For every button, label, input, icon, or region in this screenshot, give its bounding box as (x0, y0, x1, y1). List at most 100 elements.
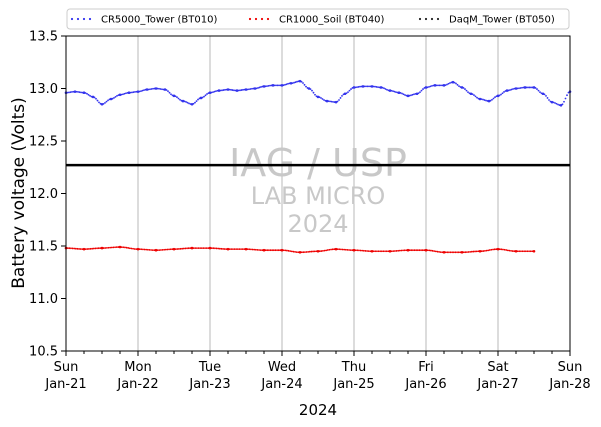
legend-marker (424, 17, 428, 21)
series-layer (64, 79, 572, 254)
trace-dot (194, 247, 197, 250)
trace-dot (464, 88, 466, 90)
trace-dot (385, 250, 388, 253)
trace-dot (374, 85, 376, 88)
trace-dot (79, 248, 82, 250)
data-point (532, 86, 536, 89)
trace-dot (78, 248, 80, 250)
trace-dot (446, 83, 448, 86)
trace-dot (187, 247, 190, 250)
data-point (190, 246, 194, 250)
trace-dot (452, 251, 455, 254)
trace-dot (256, 248, 259, 251)
trace-dot (428, 86, 430, 88)
trace-dot (366, 250, 368, 252)
trace-dot (422, 88, 424, 90)
x-tick-day: Fri (418, 360, 434, 375)
trace-dot (374, 250, 377, 253)
data-point (379, 86, 383, 89)
watermark-line-1: IAG / USP (229, 141, 407, 185)
data-point (100, 246, 104, 250)
trace-dot (323, 249, 326, 252)
trace-dot (134, 91, 136, 93)
trace-dot (566, 94, 568, 97)
trace-dot (240, 248, 242, 251)
data-point (190, 102, 194, 106)
trace-dot (113, 97, 115, 99)
trace-dot (511, 250, 514, 252)
trace-dot (346, 248, 349, 251)
trace-dot (268, 249, 270, 252)
trace-dot (341, 248, 344, 251)
trace-dot (241, 248, 244, 251)
legend-marker (70, 17, 74, 21)
trace-dot (454, 251, 457, 254)
series-1 (64, 245, 536, 254)
trace-dot (163, 248, 166, 251)
trace-dot (296, 80, 298, 83)
trace-dot (107, 99, 109, 102)
trace-dot (303, 83, 306, 86)
trace-dot (365, 85, 367, 88)
trace-dot (200, 247, 203, 250)
trace-dot (96, 99, 99, 102)
legend-marker (76, 17, 80, 21)
trace-dot (323, 99, 325, 101)
data-point (73, 90, 77, 93)
trace-dot (151, 249, 154, 252)
trace-dot (466, 251, 468, 254)
data-point (424, 248, 428, 252)
trace-dot (384, 250, 386, 253)
data-point (352, 86, 356, 89)
trace-dot (109, 246, 112, 249)
data-point (514, 87, 518, 90)
trace-dot (285, 83, 288, 86)
trace-dot (395, 91, 397, 94)
data-point (388, 249, 392, 253)
trace-dot (150, 249, 152, 251)
trace-dot (110, 246, 113, 249)
trace-dot (455, 82, 457, 85)
trace-dot (437, 84, 439, 87)
legend-marker (88, 17, 92, 21)
x-tick-label: Jan-22 (116, 377, 158, 392)
trace-dot (484, 249, 486, 252)
trace-dot (248, 88, 250, 91)
trace-dot (143, 89, 145, 91)
trace-dot (271, 249, 274, 252)
trace-dot (554, 102, 556, 104)
trace-dot (158, 249, 161, 252)
trace-dot (474, 250, 476, 253)
data-point (433, 84, 437, 87)
trace-dot (439, 251, 442, 254)
trace-dot (184, 247, 187, 250)
trace-dot (356, 249, 359, 252)
trace-dot (106, 247, 108, 249)
trace-dot (274, 249, 277, 252)
trace-dot (434, 250, 437, 253)
trace-dot (132, 247, 134, 250)
data-point (82, 91, 86, 94)
x-tick-label: Jan-24 (260, 377, 302, 392)
trace-dot (140, 90, 142, 93)
trace-dot (416, 249, 419, 252)
data-point (289, 81, 293, 85)
x-tick-day: Thu (341, 360, 366, 375)
trace-dot (197, 98, 199, 101)
trace-dot (325, 249, 328, 252)
legend-label: CR5000_Tower (BT010) (101, 15, 217, 26)
trace-dot (179, 247, 182, 250)
trace-dot (402, 93, 405, 96)
trace-dot (258, 86, 261, 89)
trace-dot (485, 99, 487, 102)
trace-dot (97, 247, 100, 250)
legend-label: DaqM_Tower (BT050) (449, 15, 555, 26)
legend-marker (260, 17, 264, 21)
trace-dot (164, 248, 167, 251)
trace-dot (395, 250, 398, 252)
trace-dot (68, 91, 70, 94)
trace-dot (476, 96, 478, 99)
data-point (172, 247, 176, 251)
trace-dot (96, 247, 98, 250)
data-point (370, 85, 374, 88)
